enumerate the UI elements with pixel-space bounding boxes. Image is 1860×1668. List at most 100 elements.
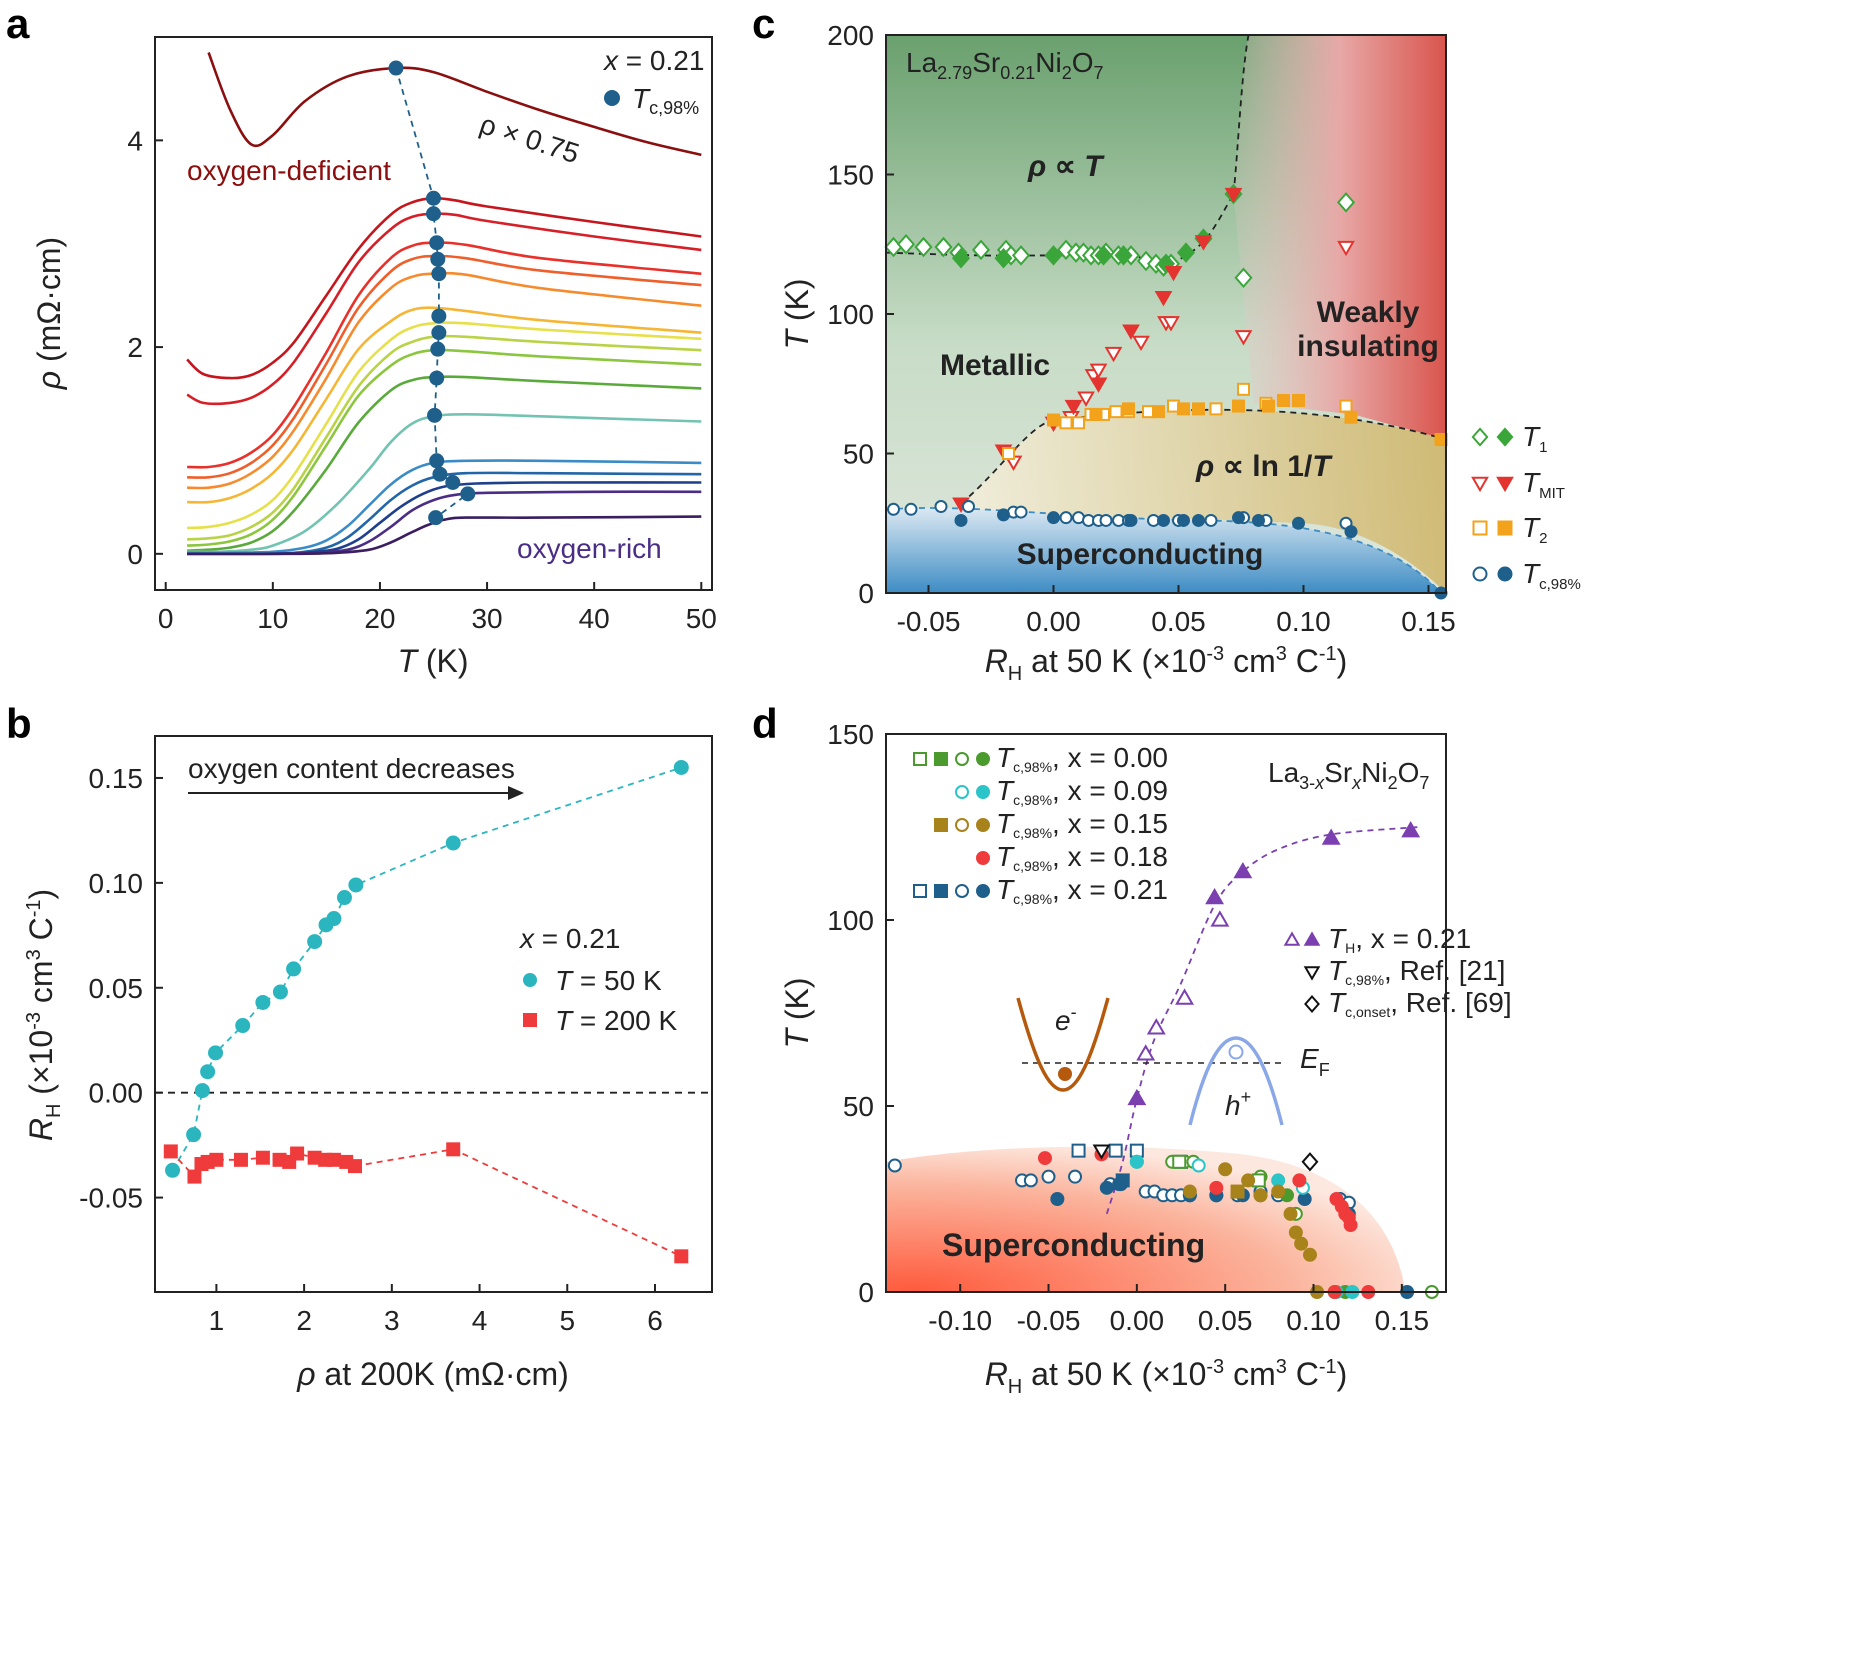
panel-a-oxygen-rich: oxygen-rich bbox=[517, 533, 662, 564]
panel-a-curve-6 bbox=[187, 306, 702, 504]
panel-c-phase-regions bbox=[886, 35, 1446, 593]
panel-c-tc-filled bbox=[997, 508, 1010, 522]
panel-a-ylabel: ρ (mΩ·cm) bbox=[31, 237, 67, 390]
panel-c-t1-open bbox=[934, 236, 953, 258]
panel-b-point-200k bbox=[233, 1152, 248, 1167]
panel-d-legend-right-marker bbox=[1303, 931, 1321, 946]
panel-a-tc-point bbox=[431, 308, 447, 324]
panel-d-x018-filled-circle bbox=[1209, 1180, 1224, 1195]
panel-c-plot-area bbox=[884, 34, 1448, 600]
panel-b-point-200k bbox=[674, 1249, 689, 1264]
panel-b-xlabel: ρ at 200K (mΩ·cm) bbox=[296, 1356, 569, 1392]
panel-c-xlabel: RH at 50 K (×10-3 cm3 C-1) bbox=[985, 643, 1348, 685]
panel-d-band-inset: e-h+ EF bbox=[1016, 997, 1330, 1126]
panel-c-t1-filled bbox=[1044, 245, 1063, 266]
panel-c-tmit-open bbox=[1089, 363, 1108, 379]
panel-c-tmit-filled bbox=[1164, 265, 1183, 282]
panel-d-legend-marker bbox=[976, 818, 990, 832]
panel-d-legend-marker bbox=[955, 818, 969, 832]
panel-c-tc-open bbox=[962, 500, 975, 514]
panel-d-x021-open-circle bbox=[1041, 1169, 1056, 1184]
panel-d-ref69-marker bbox=[1301, 1152, 1319, 1172]
panel-d-legend-marker bbox=[934, 818, 948, 832]
panel-d-axes: -0.10 -0.05 0.00 0.05 0.10 0.15 0 50 100 150 bbox=[827, 719, 1429, 1336]
panel-a-tc-point bbox=[429, 453, 445, 469]
panel-d-th-open-triangle bbox=[1146, 1018, 1166, 1035]
panel-c-t2-open bbox=[1002, 447, 1015, 460]
panel-d-legend-marker bbox=[934, 884, 948, 898]
panel-a-curve-16 bbox=[187, 515, 702, 556]
panel-a-oxygen-deficient: oxygen-deficient bbox=[187, 155, 391, 186]
panel-d-legend-right-label: Tc,onset, Ref. [69] bbox=[1328, 987, 1512, 1020]
panel-a-label: a bbox=[6, 0, 30, 47]
panel-d-xlabel: RH at 50 K (×10-3 cm3 C-1) bbox=[985, 1356, 1348, 1398]
panel-c-tc-open bbox=[1099, 513, 1113, 527]
panel-d-th-filled-triangle bbox=[1321, 828, 1341, 845]
panel-a-plot-area bbox=[186, 52, 702, 556]
panel-d-legend-left-label: Tc,98%, x = 0.09 bbox=[996, 775, 1168, 808]
panel-a-tc-point bbox=[430, 341, 446, 357]
panel-a-curve-11 bbox=[187, 412, 702, 554]
panel-c-region-weakly: Weakly bbox=[1317, 296, 1420, 329]
panel-d-legend-marker bbox=[955, 884, 969, 898]
panel-d-legend-left-label: Tc,98%, x = 0.00 bbox=[996, 742, 1168, 775]
panel-d-legend-right-marker bbox=[1283, 931, 1301, 946]
panel-d-fermi-label: EF bbox=[1300, 1043, 1330, 1080]
panel-d-x009-circle bbox=[1129, 1154, 1144, 1169]
panel-d-x015-filled-circle bbox=[1294, 1236, 1309, 1251]
panel-d-xtick-label: 0.00 bbox=[1110, 1305, 1165, 1336]
panel-a-xtick-label: 30 bbox=[471, 603, 502, 634]
panel-d-x015-filled-circle bbox=[1288, 1225, 1303, 1240]
panel-d-x021-open-square bbox=[1108, 1143, 1123, 1158]
panel-c-legend-filled-marker bbox=[1496, 427, 1514, 447]
panel-d-ytick-label: 50 bbox=[843, 1091, 874, 1122]
panel-d-th-open-triangle bbox=[1175, 988, 1194, 1005]
panel-d-xtick-label: 0.15 bbox=[1375, 1305, 1430, 1336]
panel-c-t1-open bbox=[914, 236, 933, 258]
panel-c-region-rho-ln: ρ ∝ ln 1/T bbox=[1195, 450, 1333, 483]
panel-a-xtick-label: 10 bbox=[257, 603, 288, 634]
panel-a: a 0 10 20 30 40 50 0 2 4 T (K) ρ (mΩ·cm) x = 0.2… bbox=[6, 0, 717, 679]
panel-d-ref21-marker bbox=[1092, 1144, 1111, 1160]
panel-b-ytick-label: -0.05 bbox=[79, 1183, 143, 1214]
panel-b-arrow-head bbox=[508, 786, 524, 800]
panel-c-xtick-label: 0.15 bbox=[1401, 606, 1456, 637]
panel-c-tmit-filled bbox=[1064, 399, 1083, 416]
panel-d-label: d bbox=[752, 700, 778, 747]
panel-d-x021-open-square bbox=[1071, 1143, 1086, 1158]
panel-b-point-200k bbox=[347, 1159, 362, 1174]
panel-d-x015-filled-circle bbox=[1218, 1162, 1233, 1177]
panel-b-point-50k bbox=[326, 911, 342, 927]
panel-c-tc-open bbox=[1204, 513, 1218, 527]
panel-c-tc-open bbox=[904, 502, 918, 516]
panel-d-legend-marker bbox=[955, 785, 969, 799]
panel-d-th-dashed-curve bbox=[1105, 826, 1420, 1215]
panel-d-legend-marker bbox=[934, 752, 948, 766]
panel-b-legend-marker-200k bbox=[523, 1013, 537, 1027]
panel-c-tc-filled bbox=[1292, 516, 1305, 530]
panel-b-point-50k bbox=[165, 1162, 181, 1178]
panel-a-curve-4 bbox=[187, 254, 702, 479]
panel-b-ylabel: RH (×10-3 cm3 C-1) bbox=[23, 889, 65, 1141]
panel-d-legend-right-label: TH, x = 0.21 bbox=[1328, 923, 1471, 956]
panel-d-electron-band bbox=[1016, 997, 1110, 1092]
panel-d-x009-circle bbox=[1191, 1158, 1206, 1173]
panel-d-legend-right-marker bbox=[1303, 966, 1321, 981]
panel-a-tc-point bbox=[426, 206, 441, 222]
panel-c-ytick-label: 150 bbox=[827, 160, 874, 191]
panel-d-xtick-label: 0.05 bbox=[1198, 1305, 1253, 1336]
panel-b-ytick-label: 0.05 bbox=[89, 973, 144, 1004]
panel-b-point-200k bbox=[163, 1144, 178, 1159]
panel-c-tmit-open bbox=[1162, 316, 1180, 332]
panel-c-t2-filled bbox=[1152, 405, 1165, 419]
panel-c-tc-open bbox=[1014, 505, 1028, 519]
panel-b-point-50k bbox=[348, 877, 364, 893]
panel-c-tmit-open bbox=[1104, 346, 1123, 363]
panel-b-xtick-label: 1 bbox=[209, 1305, 225, 1336]
panel-d-x021-filled-circle bbox=[1297, 1192, 1312, 1206]
panel-a-legend-x: x = 0.21 bbox=[602, 45, 704, 76]
panel-c-t2-open bbox=[1072, 416, 1085, 430]
panel-c-tc-open bbox=[1059, 511, 1073, 525]
panel-c-legend-label: T1 bbox=[1522, 421, 1547, 456]
